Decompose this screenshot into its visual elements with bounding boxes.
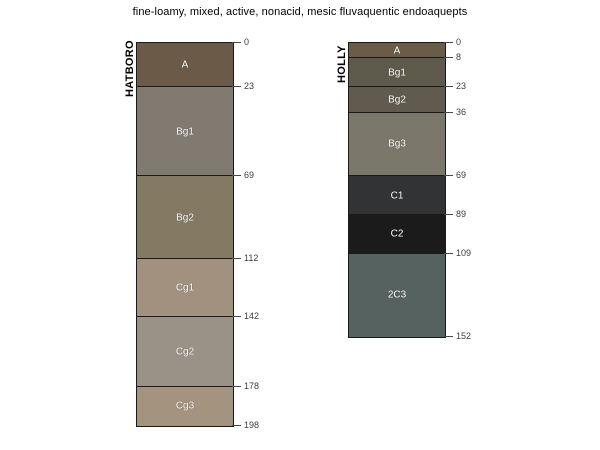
depth-tick-label: 152 (456, 330, 472, 341)
depth-tick (444, 42, 453, 43)
horizon-label: Bg1 (388, 67, 406, 79)
profile-name-label: HATBORO (124, 40, 136, 97)
horizon-label: Cg1 (175, 282, 195, 294)
chart-title: fine-loamy, mixed, active, nonacid, mesi… (132, 6, 468, 18)
soil-horizon: C1 (349, 176, 445, 215)
depth-tick-label: 142 (244, 311, 260, 322)
soil-horizon: 2C3 (349, 253, 445, 337)
depth-tick (232, 175, 241, 177)
depth-tick (232, 424, 241, 426)
depth-tick (232, 258, 241, 260)
depth-tick (232, 42, 241, 43)
depth-tick (232, 385, 241, 387)
depth-tick (444, 57, 453, 59)
depth-tick (444, 111, 453, 113)
depth-tick-label: 109 (456, 247, 472, 258)
horizon-label: 2C3 (387, 289, 407, 301)
soil-horizon: Bg2 (349, 87, 445, 113)
depth-tick-label: 8 (456, 52, 462, 63)
depth-tick-label: 0 (456, 37, 462, 47)
horizon-label: A (393, 45, 401, 57)
depth-tick (444, 86, 453, 88)
horizon-label: C2 (390, 228, 404, 240)
horizon-label: Bg1 (176, 126, 194, 138)
depth-tick-label: 0 (244, 37, 250, 47)
horizon-label: Bg2 (388, 94, 406, 106)
soil-horizon: Bg3 (349, 112, 445, 177)
profile-column: A Bg1 Bg2 Bg3 C1 C2 2C3 (348, 42, 446, 338)
horizon-label: Bg3 (388, 138, 406, 150)
depth-tick-label: 69 (456, 170, 467, 181)
depth-tick-label: 198 (244, 419, 260, 430)
depth-tick-label: 89 (456, 208, 467, 219)
soil-horizon: C2 (349, 214, 445, 254)
soil-horizon: Cg3 (137, 386, 233, 426)
horizon-label: Cg3 (175, 400, 195, 412)
depth-tick-label: 178 (244, 380, 260, 391)
depth-tick (232, 86, 241, 88)
horizon-label: C1 (390, 190, 404, 202)
depth-tick-label: 36 (456, 106, 467, 117)
depth-tick-label: 23 (244, 81, 255, 92)
depth-tick-label: 69 (244, 170, 255, 181)
soil-horizon: A (349, 43, 445, 59)
horizon-label: Bg2 (176, 212, 194, 224)
horizon-label: A (181, 59, 189, 71)
profile-column: A Bg1 Bg2 Cg1 Cg2 Cg3 (136, 42, 234, 427)
soil-horizon: Bg1 (349, 58, 445, 88)
soil-horizon: Bg1 (137, 87, 233, 177)
depth-tick (444, 335, 453, 337)
soil-horizon: Cg2 (137, 317, 233, 387)
depth-tick-label: 112 (244, 253, 259, 264)
depth-tick-label: 23 (456, 81, 467, 92)
horizon-label: Cg2 (175, 346, 195, 358)
depth-tick (444, 252, 453, 254)
soil-horizon: A (137, 43, 233, 88)
depth-tick (444, 175, 453, 177)
soil-horizon: Cg1 (137, 259, 233, 318)
depth-tick (444, 213, 453, 215)
depth-tick (232, 316, 241, 318)
soil-horizon: Bg2 (137, 176, 233, 260)
profile-name-label: HOLLY (336, 45, 348, 83)
